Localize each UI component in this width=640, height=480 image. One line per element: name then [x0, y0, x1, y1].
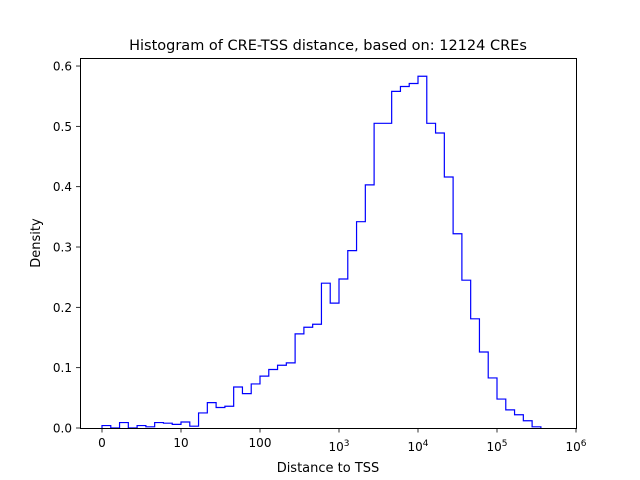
- x-tick-label: 104: [407, 439, 428, 454]
- y-tick-label: 0.4: [53, 180, 72, 194]
- y-tick-label: 0.3: [53, 241, 72, 255]
- histogram-bin: [339, 279, 348, 428]
- histogram-bin: [418, 76, 427, 428]
- histogram-bin: [506, 410, 515, 428]
- y-tick-label: 0.6: [53, 60, 72, 74]
- histogram-bin: [155, 423, 164, 428]
- histogram-bin: [400, 87, 409, 428]
- histogram-bin: [242, 394, 251, 428]
- histogram-bin: [392, 91, 401, 428]
- histogram-bin: [383, 123, 392, 428]
- histogram-steps: [101, 75, 542, 429]
- histogram-bin: [225, 406, 234, 428]
- histogram-bin: [374, 123, 383, 428]
- histogram-bin: [436, 133, 445, 428]
- histogram-bin: [199, 413, 208, 428]
- histogram-bin: [523, 421, 532, 428]
- histogram-bin: [471, 319, 480, 428]
- histogram-bin: [462, 280, 471, 428]
- histogram-bin: [120, 423, 129, 428]
- histogram-bin: [278, 365, 287, 428]
- histogram-bin: [444, 177, 453, 428]
- chart-title: Histogram of CRE-TSS distance, based on:…: [129, 38, 527, 54]
- x-axis-label: Distance to TSS: [277, 461, 380, 476]
- histogram-bin: [216, 407, 225, 428]
- y-axis: 0.0 0.1 0.2 0.3 0.4 0.5 0.6: [53, 60, 80, 436]
- histogram-bin: [348, 251, 357, 428]
- histogram-bin: [181, 422, 190, 428]
- histogram-bin: [409, 84, 418, 428]
- histogram-bin: [260, 376, 269, 428]
- histogram-bin: [269, 369, 278, 428]
- histogram-bin: [313, 324, 322, 428]
- y-tick-label: 0.1: [53, 361, 72, 375]
- x-axis: 0 10 100 103 104 105 106: [98, 428, 587, 454]
- x-tick-label: 103: [328, 439, 349, 454]
- histogram-bin: [453, 234, 462, 428]
- histogram-step-line: [101, 75, 542, 429]
- histogram-bin: [321, 283, 330, 428]
- histogram-bin: [488, 378, 497, 428]
- histogram-bin: [515, 415, 524, 428]
- y-axis-label: Density: [29, 218, 44, 268]
- x-tick-label: 100: [249, 436, 272, 450]
- histogram-bin: [207, 403, 216, 428]
- histogram-bin: [479, 352, 488, 428]
- x-tick-label: 105: [486, 439, 507, 454]
- histogram-bin: [295, 334, 304, 428]
- y-tick-label: 0.0: [53, 422, 72, 436]
- histogram-bin: [330, 303, 339, 428]
- plot-frame: [80, 58, 577, 429]
- histogram-bin: [251, 384, 260, 428]
- histogram-bin: [234, 387, 243, 428]
- y-tick-label: 0.2: [53, 301, 72, 315]
- histogram-bin: [163, 423, 172, 428]
- histogram-bin: [427, 123, 436, 428]
- histogram-bin: [357, 222, 366, 428]
- x-tick-label: 0: [98, 436, 106, 450]
- histogram-bin: [286, 363, 295, 428]
- x-tick-label: 106: [565, 439, 586, 454]
- x-tick-label: 10: [173, 436, 188, 450]
- histogram-bin: [304, 327, 313, 428]
- histogram-bin: [497, 399, 506, 428]
- histogram-bin: [365, 185, 374, 428]
- y-tick-label: 0.5: [53, 120, 72, 134]
